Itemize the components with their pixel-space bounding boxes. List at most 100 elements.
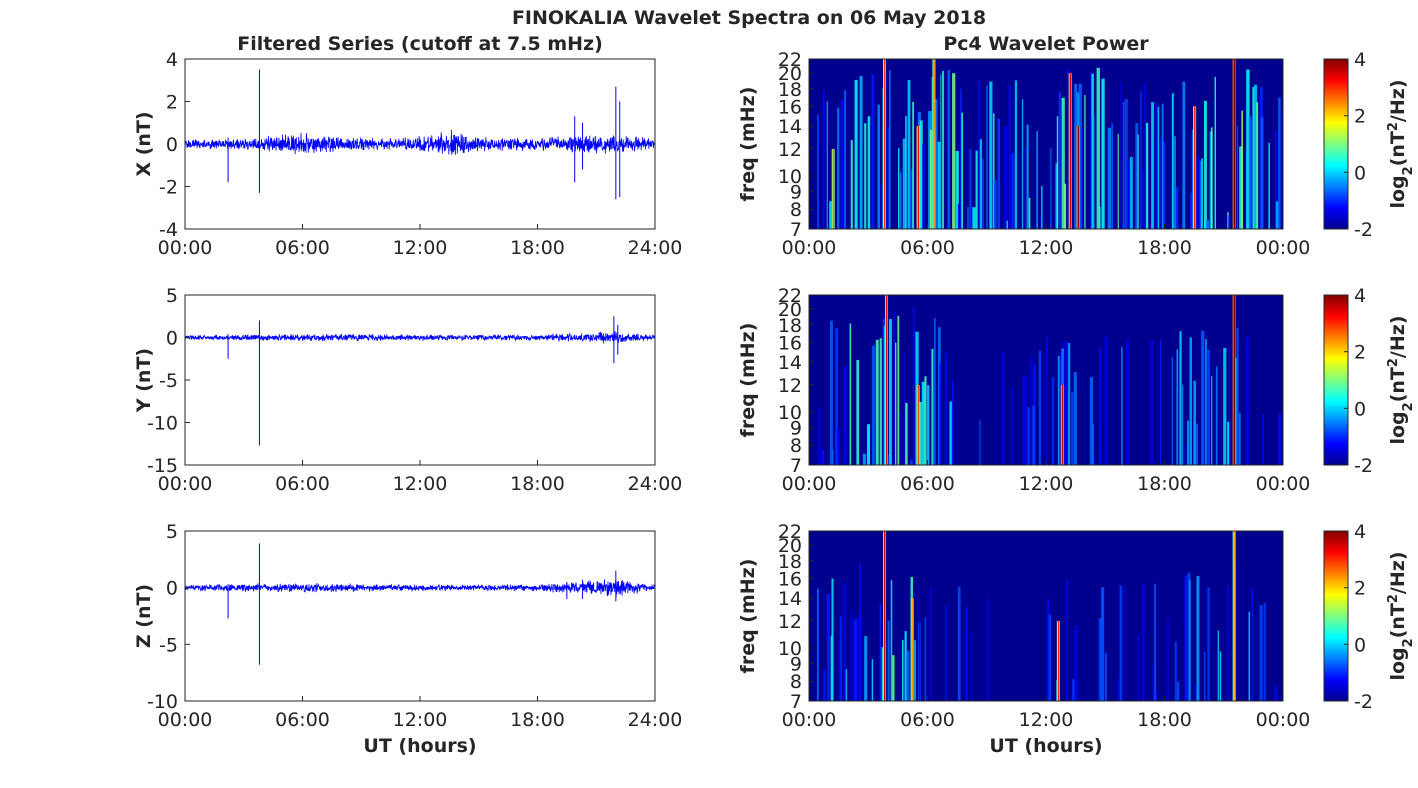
power-streak [1201,330,1205,465]
power-streak [880,184,884,229]
power-streak [867,116,871,229]
power-streak [937,141,941,229]
power-streak [967,206,969,229]
power-streak [1027,406,1031,465]
y-tick-label: 22 [778,285,802,307]
power-streak [1151,102,1154,229]
power-streak [1091,73,1094,229]
power-streak [899,172,902,229]
spectrum-panel-x: 00:00 06:00 12:00 18:00 00:00789101214161820… [737,49,1416,259]
y-tick-label: 10 [778,402,802,424]
power-streak [1123,583,1125,701]
power-streak [1145,122,1149,229]
power-streak [839,616,843,701]
y-tick-label: 18 [778,79,802,101]
power-streak [1072,679,1075,701]
y-tick-label: 10 [778,166,802,188]
power-streak [957,203,960,229]
power-streak [926,385,930,465]
power-streak [1204,100,1207,229]
power-streak [831,578,834,701]
power-streak [1040,216,1042,229]
power-streak [1144,82,1147,229]
spectrum-streaks [818,295,1281,465]
power-streak [844,90,847,229]
power-streak [1154,102,1158,229]
timeseries-panel-y: 00:00 06:00 12:00 18:00 24:00 -15 -10 -5 0 5 Y (nT… [133,285,682,495]
colorbar-tick-label: 0 [1354,398,1366,420]
y-tick-label: 2 [166,92,178,114]
power-streak [1105,652,1107,701]
power-streak [1111,123,1114,229]
power-streak [965,607,968,701]
x-tick-label: 12:00 [1019,473,1074,495]
power-streak [919,401,922,465]
power-streak [1051,377,1055,465]
power-streak [1046,336,1048,465]
power-streak [1159,137,1163,229]
power-streak [1229,348,1231,465]
power-streak [919,120,923,229]
power-streak [893,311,895,465]
x-tick-label: 12:00 [393,473,448,495]
y-tick-label: 10 [778,638,802,660]
power-streak [1061,97,1065,229]
power-streak [1161,103,1164,229]
power-streak [1028,197,1031,229]
x-tick-label: 06:00 [900,237,955,259]
power-streak [1050,147,1052,229]
y-axis-label: Y (nT) [133,348,155,413]
colorbar: -2 0 2 4 log2(nT2/Hz) [1323,521,1416,713]
power-streak [883,325,886,465]
power-streak [1093,116,1095,229]
power-streak [1262,414,1265,465]
x-tick-label: 18:00 [510,709,565,731]
power-streak [898,148,900,229]
timeseries-panel-z: 00:00 06:00 12:00 18:00 24:00 -10 -5 0 5 Z (nT) [133,521,682,731]
power-streak [970,632,973,701]
power-streak [1174,136,1176,229]
power-streak [890,580,893,701]
power-streak [1142,583,1145,701]
colorbar-label: log2(nT2/Hz) [1386,79,1416,208]
y-tick-label: 16 [778,96,802,118]
power-streak [1033,364,1036,465]
y-axis-label: freq (mHz) [737,323,759,438]
x-tick-label: 06:00 [275,709,330,731]
power-streak [1248,611,1251,701]
power-streak [1154,583,1157,701]
y-tick-label: 0 [166,578,178,600]
power-streak [888,319,892,465]
power-streak [1227,421,1230,465]
colorbar-gradient [1323,530,1349,702]
power-peak [1233,59,1236,229]
power-streak [1101,78,1105,229]
y-axis-label: X (nT) [133,111,155,176]
power-streak [902,639,904,701]
power-streak [1193,380,1196,465]
y-tick-label: -5 [159,634,178,656]
colorbar-tick-label: 0 [1354,634,1366,656]
power-peak [1194,106,1196,229]
left-column-title: Filtered Series (cutoff at 7.5 mHz) [237,33,603,55]
colorbar-tick-label: 0 [1354,162,1366,184]
power-streak [829,201,832,229]
power-streak [1182,81,1186,229]
plot-area [185,531,655,701]
power-streak [1182,385,1184,465]
trace-line [184,579,656,597]
colorbar-tick-label: -2 [1354,219,1373,241]
x-tick-label: 06:00 [900,473,955,495]
power-streak [905,116,907,229]
power-streak [924,617,927,701]
power-streak [1137,134,1139,229]
y-tick-label: 9 [790,654,802,676]
x-tick-label: 00:00 [1256,709,1311,731]
power-streak [840,99,844,229]
y-axis-label: freq (mHz) [737,87,759,202]
power-streak [818,407,821,465]
y-tick-label: 14 [778,116,802,138]
spectrum-panel-y: 00:00 06:00 12:00 18:00 00:00789101214161820… [737,285,1416,495]
power-streak [1191,129,1195,229]
power-streak [1064,183,1067,229]
